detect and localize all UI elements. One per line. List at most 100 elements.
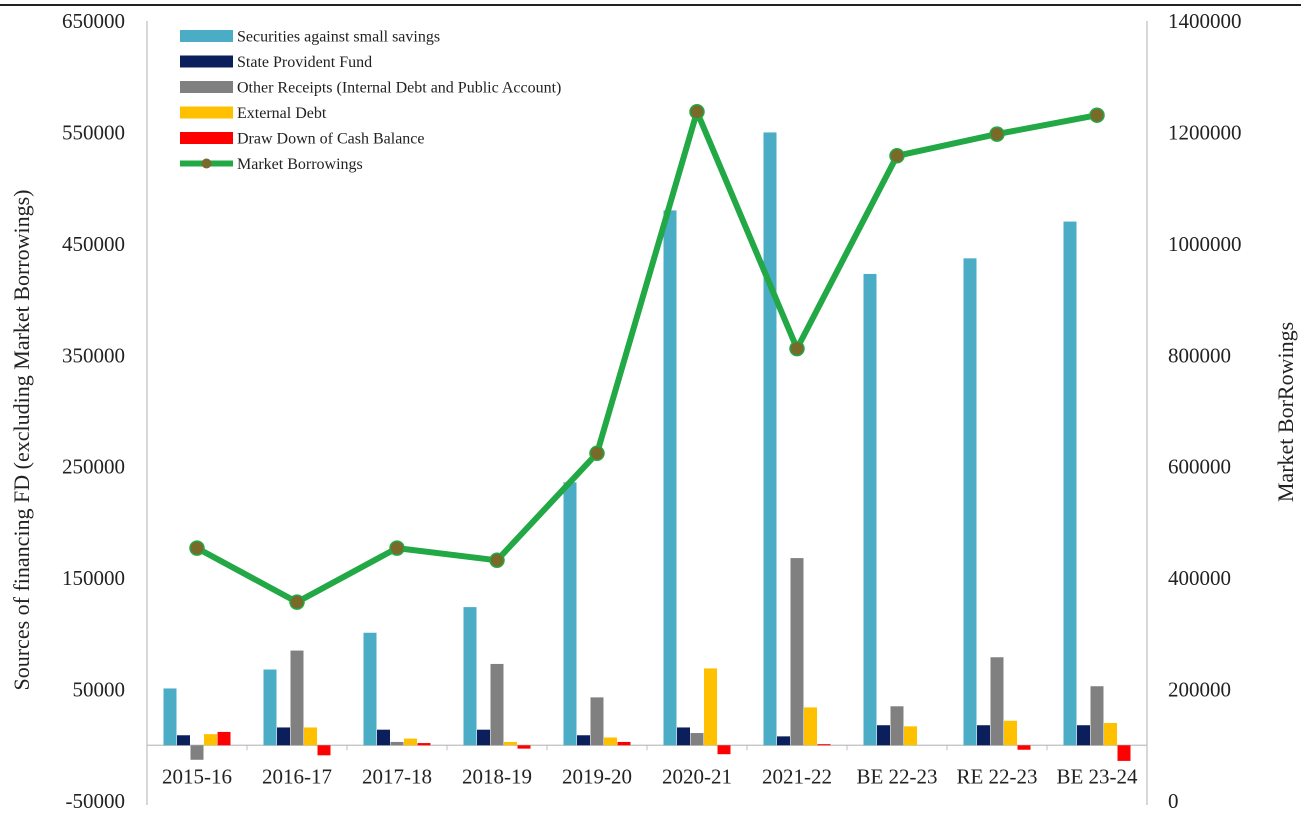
- market-borrowings-point: [789, 340, 805, 357]
- right-tick-label: 1400000: [1168, 9, 1242, 33]
- bar-draw-down-of-cash-balance: [217, 731, 231, 746]
- bar-external-debt: [804, 707, 817, 746]
- category-label: RE 22-23: [956, 764, 1037, 788]
- bar-securities-against-small-savings: [263, 669, 277, 746]
- category-label: BE 23-24: [1056, 764, 1138, 788]
- bar-draw-down-of-cash-balance: [517, 745, 531, 749]
- market-borrowings-point: [389, 540, 405, 556]
- legend-swatch: [180, 106, 233, 119]
- bar-state-provident-fund: [977, 725, 990, 746]
- bar-state-provident-fund: [877, 725, 890, 746]
- market-borrowings-point: [1089, 107, 1105, 123]
- left-tick-label: 50000: [73, 678, 126, 702]
- bar-draw-down-of-cash-balance: [617, 741, 631, 746]
- bar-state-provident-fund: [677, 727, 690, 746]
- legend-label: Market Borrowings: [237, 156, 363, 173]
- legend: Securities against small savings State Pr…: [180, 29, 561, 173]
- bar-state-provident-fund: [377, 729, 390, 746]
- market-borrowings-point: [589, 445, 605, 462]
- category-label: 2017-18: [362, 764, 432, 788]
- right-axis-ticks: 0 200000 400000 600000 800000 1000000 1200000 1…: [1168, 9, 1242, 813]
- bar-securities-against-small-savings: [463, 607, 477, 746]
- legend-label: Securities against small savings: [237, 29, 440, 46]
- left-tick-label: 350000: [62, 343, 125, 367]
- bar-other-receipts-internal-debt-and-public-account: [790, 558, 804, 746]
- bar-securities-against-small-savings: [663, 210, 677, 746]
- category-label: 2019-20: [562, 764, 632, 788]
- bar-external-debt: [304, 727, 317, 746]
- bar-external-debt: [1104, 723, 1117, 746]
- bar-draw-down-of-cash-balance: [817, 744, 831, 746]
- bar-draw-down-of-cash-balance: [1017, 745, 1031, 750]
- bar-other-receipts-internal-debt-and-public-account: [490, 663, 504, 746]
- legend-swatch: [180, 55, 233, 68]
- legend-swatch: [180, 132, 233, 144]
- legend-marker: [201, 158, 212, 169]
- left-tick-label: 550000: [62, 120, 125, 144]
- bar-securities-against-small-savings: [863, 273, 877, 746]
- bar-external-debt: [504, 741, 517, 746]
- bar-securities-against-small-savings: [763, 132, 777, 746]
- bar-external-debt: [404, 738, 417, 746]
- bar-draw-down-of-cash-balance: [317, 745, 331, 756]
- bar-other-receipts-internal-debt-and-public-account: [690, 733, 704, 746]
- left-axis-ticks: -50000 50000 150000 250000 350000 450000 55000…: [62, 9, 125, 813]
- market-borrowings-point: [889, 148, 905, 164]
- bar-state-provident-fund: [1077, 725, 1090, 746]
- bar-other-receipts-internal-debt-and-public-account: [590, 697, 604, 746]
- left-tick-label: 450000: [62, 232, 125, 256]
- legend-label: Draw Down of Cash Balance: [237, 131, 425, 148]
- bar-securities-against-small-savings: [963, 258, 977, 746]
- legend-label: External Debt: [237, 105, 327, 122]
- bar-external-debt: [704, 668, 717, 746]
- right-tick-label: 1200000: [1168, 120, 1242, 144]
- right-tick-label: 200000: [1168, 678, 1231, 702]
- bar-draw-down-of-cash-balance: [1117, 745, 1131, 761]
- legend-swatch: [180, 81, 233, 93]
- category-label: 2016-17: [262, 764, 332, 788]
- bar-state-provident-fund: [277, 727, 290, 746]
- left-tick-label: 650000: [62, 9, 125, 33]
- category-label: BE 22-23: [856, 764, 937, 788]
- right-tick-label: 1000000: [1168, 232, 1242, 256]
- legend-label: Other Receipts (Internal Debt and Public…: [237, 80, 561, 97]
- bar-external-debt: [904, 726, 917, 746]
- right-tick-label: 400000: [1168, 566, 1231, 590]
- left-tick-label: -50000: [66, 789, 126, 813]
- right-axis-title: Market BorRowings: [1273, 322, 1298, 502]
- right-tick-label: 600000: [1168, 455, 1231, 479]
- bar-other-receipts-internal-debt-and-public-account: [890, 706, 904, 746]
- category-label: 2015-16: [162, 764, 232, 788]
- plot-area: [146, 21, 1148, 805]
- left-tick-label: 150000: [62, 566, 125, 590]
- market-borrowings-point: [189, 540, 205, 556]
- right-tick-label: 0: [1168, 789, 1179, 813]
- bar-securities-against-small-savings: [1063, 221, 1077, 746]
- bar-other-receipts-internal-debt-and-public-account: [190, 745, 204, 760]
- left-tick-label: 250000: [62, 455, 125, 479]
- bar-state-provident-fund: [477, 729, 490, 746]
- bar-securities-against-small-savings: [563, 482, 577, 746]
- bar-state-provident-fund: [777, 736, 790, 746]
- bar-external-debt: [204, 734, 217, 746]
- legend-label: State Provident Fund: [237, 54, 372, 71]
- bar-other-receipts-internal-debt-and-public-account: [390, 741, 404, 746]
- category-label: 2020-21: [662, 764, 732, 788]
- market-borrowings-point: [289, 594, 305, 610]
- left-axis-title: Sources of financing FD (excluding Marke…: [9, 189, 34, 690]
- bar-securities-against-small-savings: [363, 632, 377, 746]
- bar-other-receipts-internal-debt-and-public-account: [990, 657, 1004, 746]
- bar-securities-against-small-savings: [163, 688, 177, 746]
- category-label: 2021-22: [762, 764, 832, 788]
- bar-draw-down-of-cash-balance: [717, 745, 731, 755]
- category-labels: 2015-16 2016-17 2017-18 2018-19 2019-20 2020-…: [162, 764, 1138, 788]
- bar-other-receipts-internal-debt-and-public-account: [1090, 686, 1104, 746]
- right-tick-label: 800000: [1168, 343, 1231, 367]
- bar-state-provident-fund: [177, 735, 190, 746]
- market-borrowings-point: [489, 552, 505, 569]
- bar-draw-down-of-cash-balance: [417, 743, 431, 746]
- legend-swatch: [180, 30, 233, 42]
- market-borrowings-point: [989, 126, 1005, 142]
